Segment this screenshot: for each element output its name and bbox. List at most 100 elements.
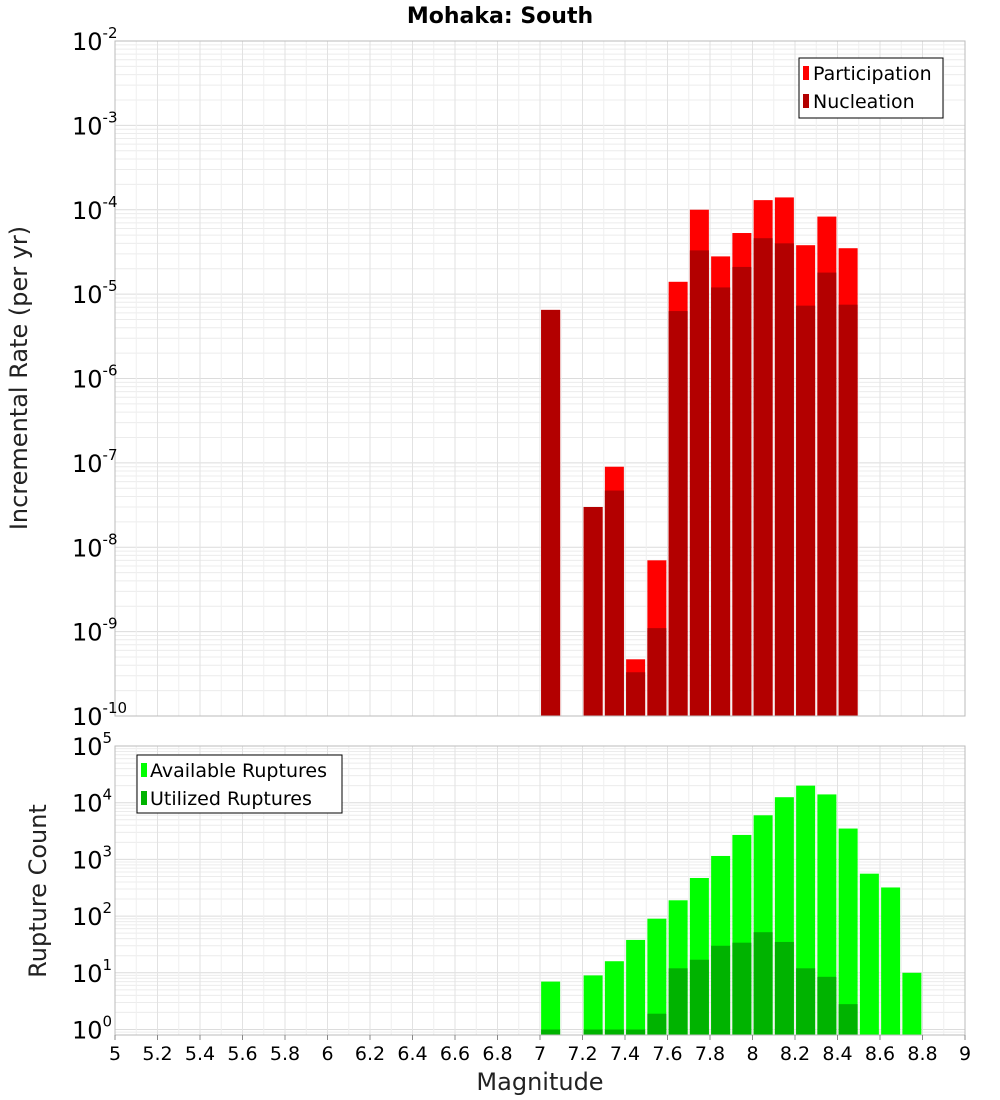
bottom-bar-available-ruptures-m7_55 <box>647 918 667 1035</box>
top-bar-nucleation-m7_65 <box>668 311 688 716</box>
x-axis-label: Magnitude <box>476 1068 603 1096</box>
bottom-bars <box>541 785 922 1035</box>
top-bar-nucleation-m7_55 <box>647 628 667 716</box>
top-bar-nucleation-m8_25 <box>796 305 816 716</box>
x-tick-labels: 5 5.2 5.4 5.6 5.8 6 6.2 6.4 6.6 6.8 7 7.2 7.4 7.6 7.8 8… <box>109 1035 971 1065</box>
top-bar-nucleation-m7_35 <box>604 490 624 716</box>
bottom-bar-utilized-ruptures-m8_35 <box>817 976 837 1035</box>
bottom-bar-utilized-ruptures-m7_95 <box>732 942 752 1035</box>
legend-swatch-nucleation <box>803 94 809 108</box>
top-y-tick-label: 10-9 <box>72 615 118 647</box>
top-legend: Participation Nucleation <box>798 57 944 119</box>
bottom-y-tick-label: 104 <box>72 786 112 818</box>
legend-label-nucleation: Nucleation <box>813 91 915 113</box>
bottom-bar-utilized-ruptures-m7_75 <box>689 959 709 1035</box>
x-tick-label: 6.2 <box>355 1043 385 1065</box>
participation-nucleation-panel: 10-10 10-9 10-8 10-7 10-6 10-5 10-4 10-3 10-2 In… <box>5 24 966 731</box>
top-y-tick-label: 10-8 <box>72 530 118 562</box>
top-bar-nucleation-m7_45 <box>626 672 646 716</box>
bottom-bar-utilized-ruptures-m8_45 <box>838 1004 858 1035</box>
x-tick-label: 7.2 <box>567 1043 597 1065</box>
legend-label-participation: Participation <box>813 63 932 85</box>
bottom-bar-utilized-ruptures-m7_85 <box>711 945 731 1035</box>
bottom-y-tick-label: 100 <box>72 1013 112 1045</box>
bottom-bar-available-ruptures-m7_05 <box>541 981 561 1035</box>
x-tick-label: 6.4 <box>397 1043 427 1065</box>
bottom-bar-utilized-ruptures-m7_55 <box>647 1013 667 1035</box>
x-tick-label: 6.8 <box>482 1043 512 1065</box>
top-bar-nucleation-m8_15 <box>774 243 794 717</box>
bottom-y-tick-labels: 100 101 102 103 104 105 <box>72 729 112 1045</box>
top-bar-nucleation-m8_35 <box>817 272 837 716</box>
bottom-bar-available-ruptures-m8_65 <box>881 887 901 1035</box>
x-tick-label: 7.4 <box>610 1043 640 1065</box>
x-tick-label: 6 <box>321 1043 333 1065</box>
x-tick-label: 8.8 <box>907 1043 937 1065</box>
x-tick-label: 9 <box>959 1043 971 1065</box>
bottom-bar-available-ruptures-m7_25 <box>583 975 603 1035</box>
top-y-tick-labels: 10-10 10-9 10-8 10-7 10-6 10-5 10-4 10-3 10-2 <box>72 24 127 731</box>
bottom-legend: Available Ruptures Utilized Ruptures <box>136 754 343 814</box>
bottom-bar-available-ruptures-m7_35 <box>604 961 624 1035</box>
bottom-bar-available-ruptures-m8_75 <box>902 972 922 1035</box>
top-y-tick-label: 10-5 <box>72 277 118 309</box>
x-tick-label: 8.2 <box>780 1043 810 1065</box>
rupture-count-panel: 100 101 102 103 104 105 5 5.2 5.4 5.6 5.8 6 6.2 6.4 6… <box>24 729 971 1096</box>
x-tick-label: 5.8 <box>270 1043 300 1065</box>
top-y-tick-label: 10-7 <box>72 446 118 478</box>
x-tick-label: 6.6 <box>440 1043 470 1065</box>
top-y-tick-label: 10-2 <box>72 24 118 56</box>
bottom-bar-utilized-ruptures-m7_65 <box>668 968 688 1035</box>
bottom-y-tick-label: 102 <box>72 899 112 931</box>
bottom-bar-available-ruptures-m8_45 <box>838 828 858 1035</box>
bottom-bar-utilized-ruptures-m8_05 <box>753 932 773 1035</box>
top-legend-box <box>798 57 944 119</box>
bottom-legend-box <box>136 754 343 814</box>
bottom-bar-utilized-ruptures-m7_35 <box>604 1029 624 1035</box>
x-tick-label: 8 <box>746 1043 758 1065</box>
bottom-y-tick-label: 103 <box>72 842 112 874</box>
bottom-bar-utilized-ruptures-m7_05 <box>541 1029 561 1035</box>
x-tick-label: 7 <box>534 1043 546 1065</box>
x-tick-label: 7.8 <box>695 1043 725 1065</box>
x-tick-label: 5.2 <box>142 1043 172 1065</box>
bottom-bar-available-ruptures-m8_55 <box>859 873 879 1035</box>
x-tick-label: 5.6 <box>227 1043 257 1065</box>
legend-label-utilized-ruptures: Utilized Ruptures <box>150 788 312 810</box>
top-bar-nucleation-m8_05 <box>753 238 773 716</box>
top-bar-nucleation-m7_85 <box>711 287 731 716</box>
bottom-bar-utilized-ruptures-m8_25 <box>796 968 816 1035</box>
top-bar-nucleation-m7_75 <box>689 250 709 717</box>
bottom-bar-available-ruptures-m7_45 <box>626 939 646 1035</box>
x-tick-label: 5.4 <box>185 1043 215 1065</box>
legend-swatch-utilized-ruptures <box>141 791 147 805</box>
top-y-tick-label: 10-10 <box>72 699 127 731</box>
top-y-tick-label: 10-3 <box>72 108 118 140</box>
x-tick-label: 8.4 <box>822 1043 852 1065</box>
bottom-y-tick-label: 105 <box>72 729 112 761</box>
top-plot-border <box>114 40 966 717</box>
x-tick-label: 7.6 <box>652 1043 682 1065</box>
top-grid <box>114 40 966 717</box>
bottom-bar-utilized-ruptures-m7_45 <box>626 1029 646 1035</box>
top-bar-nucleation-m7_25 <box>583 506 603 716</box>
chart-title: Mohaka: South <box>407 4 593 29</box>
legend-label-available-ruptures: Available Ruptures <box>150 760 327 782</box>
bottom-bar-available-ruptures-m8_35 <box>817 794 837 1035</box>
x-tick-label: 5 <box>109 1043 121 1065</box>
top-bar-nucleation-m8_45 <box>838 304 858 716</box>
bottom-bar-utilized-ruptures-m7_25 <box>583 1029 603 1035</box>
legend-swatch-participation <box>803 66 809 80</box>
top-y-tick-label: 10-4 <box>72 193 118 225</box>
top-bars <box>541 197 858 717</box>
top-y-axis-label: Incremental Rate (per yr) <box>5 226 33 530</box>
bottom-y-tick-label: 101 <box>72 956 112 988</box>
x-tick-label: 8.6 <box>865 1043 895 1065</box>
top-bar-nucleation-m7_95 <box>732 266 752 716</box>
bottom-bar-utilized-ruptures-m8_15 <box>774 941 794 1035</box>
top-bar-nucleation-m7_05 <box>541 309 561 716</box>
bottom-y-axis-label: Rupture Count <box>24 804 52 978</box>
top-y-tick-label: 10-6 <box>72 362 118 394</box>
legend-swatch-available-ruptures <box>141 763 147 777</box>
